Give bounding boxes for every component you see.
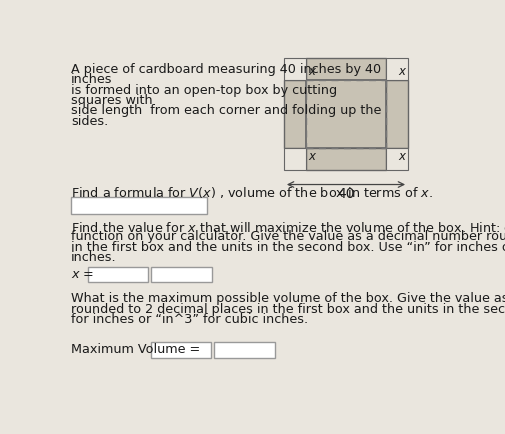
Text: x: x: [309, 150, 316, 163]
Bar: [306, 58, 386, 80]
Bar: [150, 342, 211, 358]
Bar: [88, 267, 148, 282]
Bar: [306, 148, 386, 170]
Text: x: x: [398, 150, 405, 163]
Text: inches.: inches.: [71, 251, 117, 264]
Text: Find a formula for $V(x)$ , volume of the box in terms of $x$.: Find a formula for $V(x)$ , volume of th…: [71, 184, 433, 200]
Text: squares with: squares with: [71, 94, 153, 107]
Text: x: x: [309, 65, 316, 78]
Bar: [386, 58, 408, 80]
Text: rounded to 2 decimal places in the first box and the units in the second box. Us: rounded to 2 decimal places in the first…: [71, 303, 505, 316]
Text: side length  from each corner and folding up the: side length from each corner and folding…: [71, 105, 381, 118]
Text: Maximum Volume =: Maximum Volume =: [71, 343, 200, 356]
Text: 40: 40: [337, 187, 355, 201]
Text: is formed into an open-top box by cutting: is formed into an open-top box by cuttin…: [71, 84, 337, 97]
Text: function on your calculator. Give the value as a decimal number rounded to 2 pla: function on your calculator. Give the va…: [71, 230, 505, 243]
Bar: [306, 80, 386, 148]
Bar: [284, 148, 306, 170]
Text: x: x: [398, 65, 405, 78]
Text: A piece of cardboard measuring 40 inches by 40: A piece of cardboard measuring 40 inches…: [71, 63, 381, 76]
Bar: [214, 342, 275, 358]
Text: $x$ =: $x$ =: [71, 268, 94, 281]
Bar: [284, 80, 306, 148]
Text: Find the value for $x$ that will maximize the volume of the box. Hint: graph the: Find the value for $x$ that will maximiz…: [71, 220, 505, 237]
Text: What is the maximum possible volume of the box. Give the value as a decimal numb: What is the maximum possible volume of t…: [71, 293, 505, 306]
Bar: [152, 267, 212, 282]
Bar: [386, 148, 408, 170]
Text: for inches or “in^3” for cubic inches.: for inches or “in^3” for cubic inches.: [71, 313, 308, 326]
Text: in the first box and the units in the second box. Use “in” for inches or “in^3” : in the first box and the units in the se…: [71, 241, 505, 254]
Text: inches: inches: [71, 73, 113, 86]
Text: sides.: sides.: [71, 115, 108, 128]
Bar: [71, 197, 207, 214]
Bar: [284, 58, 306, 80]
Bar: [386, 80, 408, 148]
